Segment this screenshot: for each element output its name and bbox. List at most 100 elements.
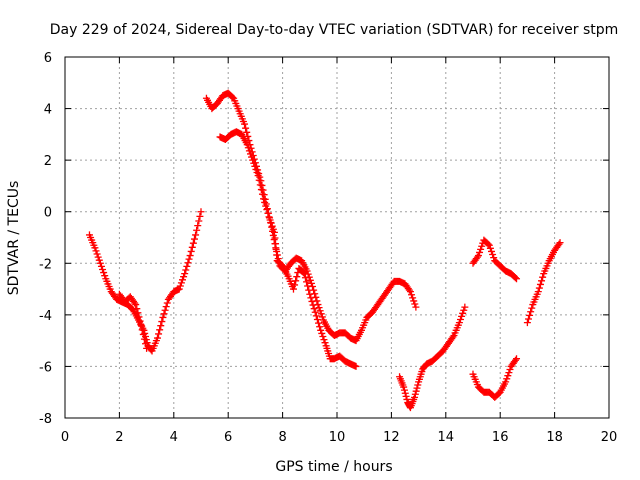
data-point bbox=[185, 255, 193, 263]
data-point bbox=[536, 280, 544, 288]
data-point bbox=[504, 372, 512, 380]
data-point bbox=[264, 209, 272, 217]
x-tick-label: 18 bbox=[546, 430, 563, 445]
data-point bbox=[527, 308, 535, 316]
data-point bbox=[320, 336, 328, 344]
series-segment bbox=[202, 89, 420, 345]
data-point bbox=[192, 231, 200, 239]
data-point bbox=[410, 297, 418, 305]
y-tick-label: -2 bbox=[39, 257, 52, 272]
data-point bbox=[175, 285, 183, 293]
data-points bbox=[85, 89, 564, 412]
data-point bbox=[139, 330, 147, 338]
data-point bbox=[160, 310, 168, 318]
series-segment bbox=[216, 128, 360, 370]
data-point bbox=[243, 141, 251, 149]
data-point bbox=[477, 245, 485, 253]
data-point bbox=[194, 222, 202, 230]
data-point bbox=[193, 226, 201, 234]
data-point bbox=[254, 172, 262, 180]
data-point bbox=[190, 235, 198, 243]
data-point bbox=[176, 282, 184, 290]
data-point bbox=[136, 317, 144, 325]
y-tick-label: 0 bbox=[44, 206, 52, 221]
x-tick-label: 2 bbox=[115, 430, 123, 445]
data-point bbox=[305, 286, 313, 294]
data-point bbox=[486, 244, 494, 252]
data-point bbox=[401, 389, 409, 397]
data-point bbox=[411, 300, 419, 308]
data-point bbox=[182, 266, 190, 274]
data-point bbox=[243, 128, 251, 136]
data-point bbox=[318, 329, 326, 337]
data-point bbox=[523, 319, 531, 327]
data-point bbox=[461, 303, 469, 311]
data-point bbox=[143, 344, 151, 352]
data-point bbox=[310, 305, 318, 313]
x-tick-label: 12 bbox=[383, 430, 400, 445]
data-point bbox=[163, 299, 171, 307]
x-tick-label: 0 bbox=[61, 430, 69, 445]
series-segment bbox=[115, 290, 151, 352]
data-point bbox=[487, 247, 495, 255]
series-segment bbox=[523, 239, 564, 327]
data-point bbox=[539, 273, 547, 281]
data-point bbox=[315, 319, 323, 327]
chart-title: Day 229 of 2024, Sidereal Day-to-day VTE… bbox=[50, 22, 619, 38]
data-point bbox=[251, 162, 259, 170]
data-point bbox=[316, 307, 324, 315]
x-tick-label: 20 bbox=[601, 430, 618, 445]
data-point bbox=[311, 308, 319, 316]
data-point bbox=[352, 362, 360, 370]
data-point bbox=[138, 326, 146, 334]
series-segment bbox=[469, 355, 521, 401]
data-point bbox=[534, 288, 542, 296]
data-point bbox=[292, 277, 300, 285]
data-point bbox=[414, 381, 422, 389]
data-point bbox=[140, 335, 148, 343]
data-point bbox=[413, 384, 421, 392]
data-point bbox=[485, 241, 493, 249]
data-point bbox=[315, 304, 323, 312]
data-point bbox=[188, 243, 196, 251]
data-point bbox=[411, 393, 419, 401]
data-point bbox=[100, 269, 108, 277]
data-point bbox=[179, 276, 187, 284]
data-point bbox=[153, 334, 161, 342]
data-point bbox=[96, 259, 104, 267]
data-point bbox=[400, 383, 408, 391]
data-point bbox=[157, 322, 165, 330]
data-point bbox=[412, 303, 420, 311]
data-point bbox=[267, 219, 275, 227]
y-tick-label: -6 bbox=[39, 360, 52, 375]
x-tick-label: 4 bbox=[170, 430, 178, 445]
data-point bbox=[158, 318, 166, 326]
data-point bbox=[405, 286, 413, 294]
data-point bbox=[186, 252, 194, 260]
series-segment bbox=[396, 303, 469, 412]
data-point bbox=[449, 333, 457, 341]
data-point bbox=[306, 290, 314, 298]
y-tick-label: 2 bbox=[44, 154, 52, 169]
data-point bbox=[317, 310, 325, 318]
x-tick-label: 10 bbox=[329, 430, 346, 445]
data-point bbox=[412, 387, 420, 395]
data-point bbox=[316, 323, 324, 331]
data-point bbox=[312, 312, 320, 320]
data-point bbox=[301, 274, 309, 282]
data-point bbox=[133, 305, 141, 313]
data-point bbox=[187, 247, 195, 255]
data-point bbox=[247, 150, 255, 158]
data-point bbox=[459, 309, 467, 317]
data-point bbox=[307, 294, 315, 302]
data-point bbox=[455, 319, 463, 327]
x-tick-label: 16 bbox=[492, 430, 509, 445]
data-point bbox=[289, 285, 297, 293]
y-axis-label: SDTVAR / TECUs bbox=[6, 181, 22, 296]
plot-frame bbox=[64, 56, 610, 419]
data-point bbox=[156, 326, 164, 334]
y-tick-label: -8 bbox=[39, 412, 52, 427]
data-point bbox=[263, 206, 271, 214]
data-point bbox=[490, 254, 498, 262]
data-point bbox=[456, 315, 464, 323]
